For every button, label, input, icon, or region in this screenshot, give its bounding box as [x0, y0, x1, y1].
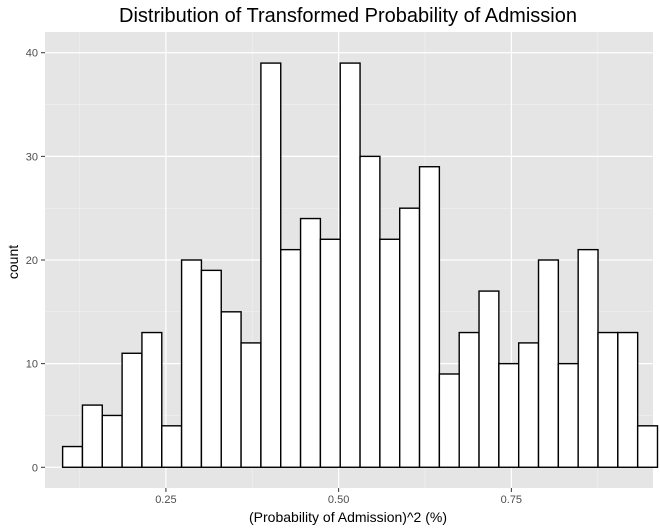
histogram-bar [61, 445, 84, 468]
histogram-bar [141, 331, 163, 468]
x-tick-label: 0.50 [328, 494, 349, 506]
histogram-bar [359, 155, 381, 468]
histogram-bar [240, 342, 262, 468]
y-tick-label: 40 [26, 48, 38, 60]
y-tick-label: 10 [26, 359, 38, 371]
y-axis-title: count [5, 245, 21, 279]
x-tick-label: 0.75 [501, 494, 522, 506]
histogram-bar [537, 259, 560, 468]
histogram-bar [418, 166, 441, 468]
histogram-bar [379, 238, 401, 468]
histogram-bar [557, 362, 579, 468]
histogram-bar [498, 362, 520, 468]
histogram-bars [61, 62, 659, 468]
histogram-bar [220, 311, 242, 468]
x-tick-label: 0.25 [155, 494, 176, 506]
histogram-bar [101, 414, 123, 468]
histogram-bar [617, 331, 639, 468]
histogram-bar [438, 373, 460, 468]
histogram-bar [577, 248, 599, 468]
histogram-bar [260, 62, 282, 468]
histogram-bar [597, 331, 619, 468]
histogram-bar [81, 404, 103, 468]
y-tick-label: 0 [32, 462, 38, 474]
histogram-bar [399, 207, 421, 468]
histogram-bar [517, 342, 540, 468]
histogram-bar [161, 425, 183, 468]
histogram-bar [339, 62, 361, 468]
y-axis-ticks: 0 10 20 30 40 [26, 48, 45, 474]
x-axis-title: (Probability of Admission)^2 (%) [249, 509, 447, 525]
histogram-bar [636, 425, 659, 468]
histogram-bar [478, 290, 500, 468]
histogram-bar [280, 248, 302, 468]
y-tick-label: 20 [26, 255, 38, 267]
histogram-bar [121, 352, 143, 468]
y-tick-label: 30 [26, 151, 38, 163]
x-axis-ticks: 0.25 0.50 0.75 [155, 488, 522, 506]
histogram-bar [200, 269, 222, 468]
histogram-bar [180, 259, 203, 468]
histogram-bar [458, 331, 480, 468]
histogram-bar [319, 238, 341, 468]
chart-title: Distribution of Transformed Probability … [119, 5, 577, 27]
histogram-bar [299, 217, 322, 468]
